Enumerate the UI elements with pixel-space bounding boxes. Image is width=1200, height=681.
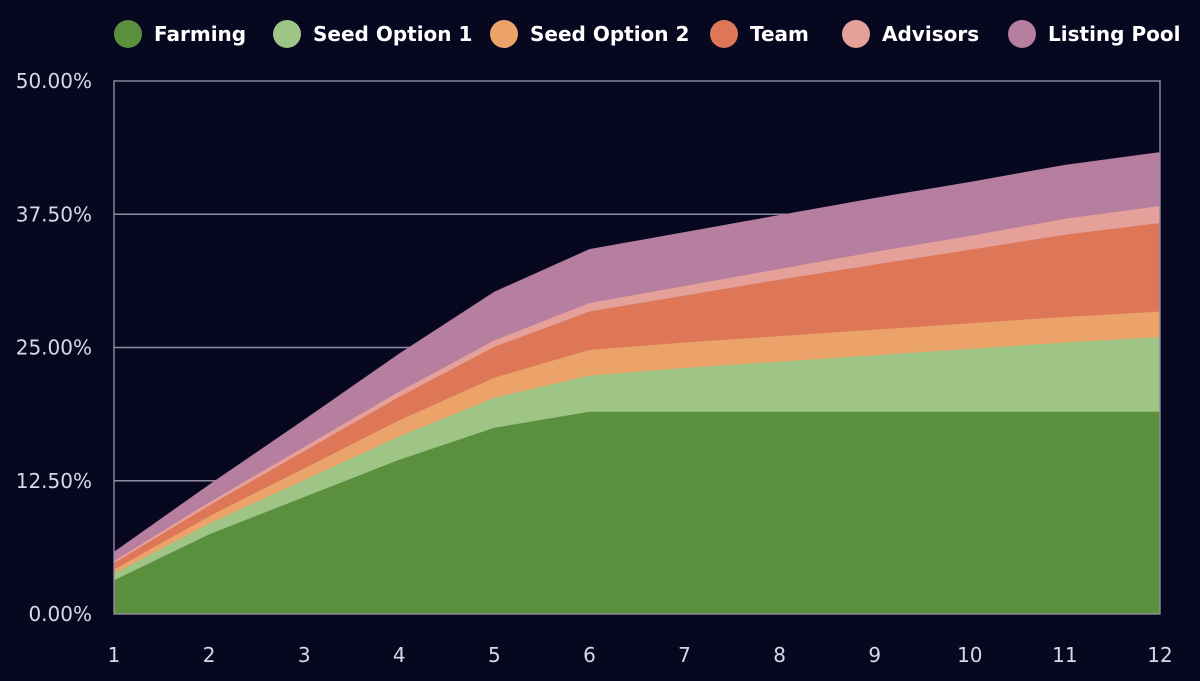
x-tick-label: 12 (1147, 643, 1172, 667)
legend-item: Farming (114, 18, 246, 50)
x-tick-label: 2 (203, 643, 216, 667)
legend-label: Team (750, 22, 809, 46)
legend-swatch (273, 20, 301, 48)
legend-item: Seed Option 2 (490, 18, 689, 50)
x-tick-label: 7 (678, 643, 691, 667)
chart-legend: Farming Seed Option 1 Seed Option 2 Team Adv… (0, 0, 1200, 70)
y-tick-label: 12.50% (16, 469, 92, 493)
legend-swatch (842, 20, 870, 48)
legend-item: Listing Pool (1008, 18, 1180, 50)
legend-label: Advisors (882, 22, 980, 46)
legend-swatch (490, 20, 518, 48)
plot-frame (113, 80, 1161, 615)
x-tick-label: 1 (108, 643, 121, 667)
legend-swatch (710, 20, 738, 48)
area-series-farming (113, 411, 1161, 615)
legend-label: Listing Pool (1048, 22, 1181, 46)
legend-item: Team (710, 18, 809, 50)
x-tick-label: 8 (773, 643, 786, 667)
x-tick-label: 6 (583, 643, 596, 667)
legend-label: Seed Option 1 (313, 22, 473, 46)
y-tick-label: 0.00% (28, 602, 92, 626)
x-tick-label: 10 (957, 643, 982, 667)
y-tick-label: 50.00% (16, 69, 92, 93)
x-tick-label: 9 (868, 643, 881, 667)
legend-swatch (114, 20, 142, 48)
x-tick-label: 3 (298, 643, 311, 667)
legend-swatch (1008, 20, 1036, 48)
x-tick-label: 5 (488, 643, 501, 667)
y-tick-label: 37.50% (16, 202, 92, 226)
legend-label: Farming (154, 22, 247, 46)
legend-item: Advisors (842, 18, 979, 50)
y-tick-label: 25.00% (16, 336, 92, 360)
x-tick-label: 4 (393, 643, 406, 667)
x-tick-label: 11 (1052, 643, 1077, 667)
legend-label: Seed Option 2 (530, 22, 690, 46)
legend-item: Seed Option 1 (273, 18, 472, 50)
